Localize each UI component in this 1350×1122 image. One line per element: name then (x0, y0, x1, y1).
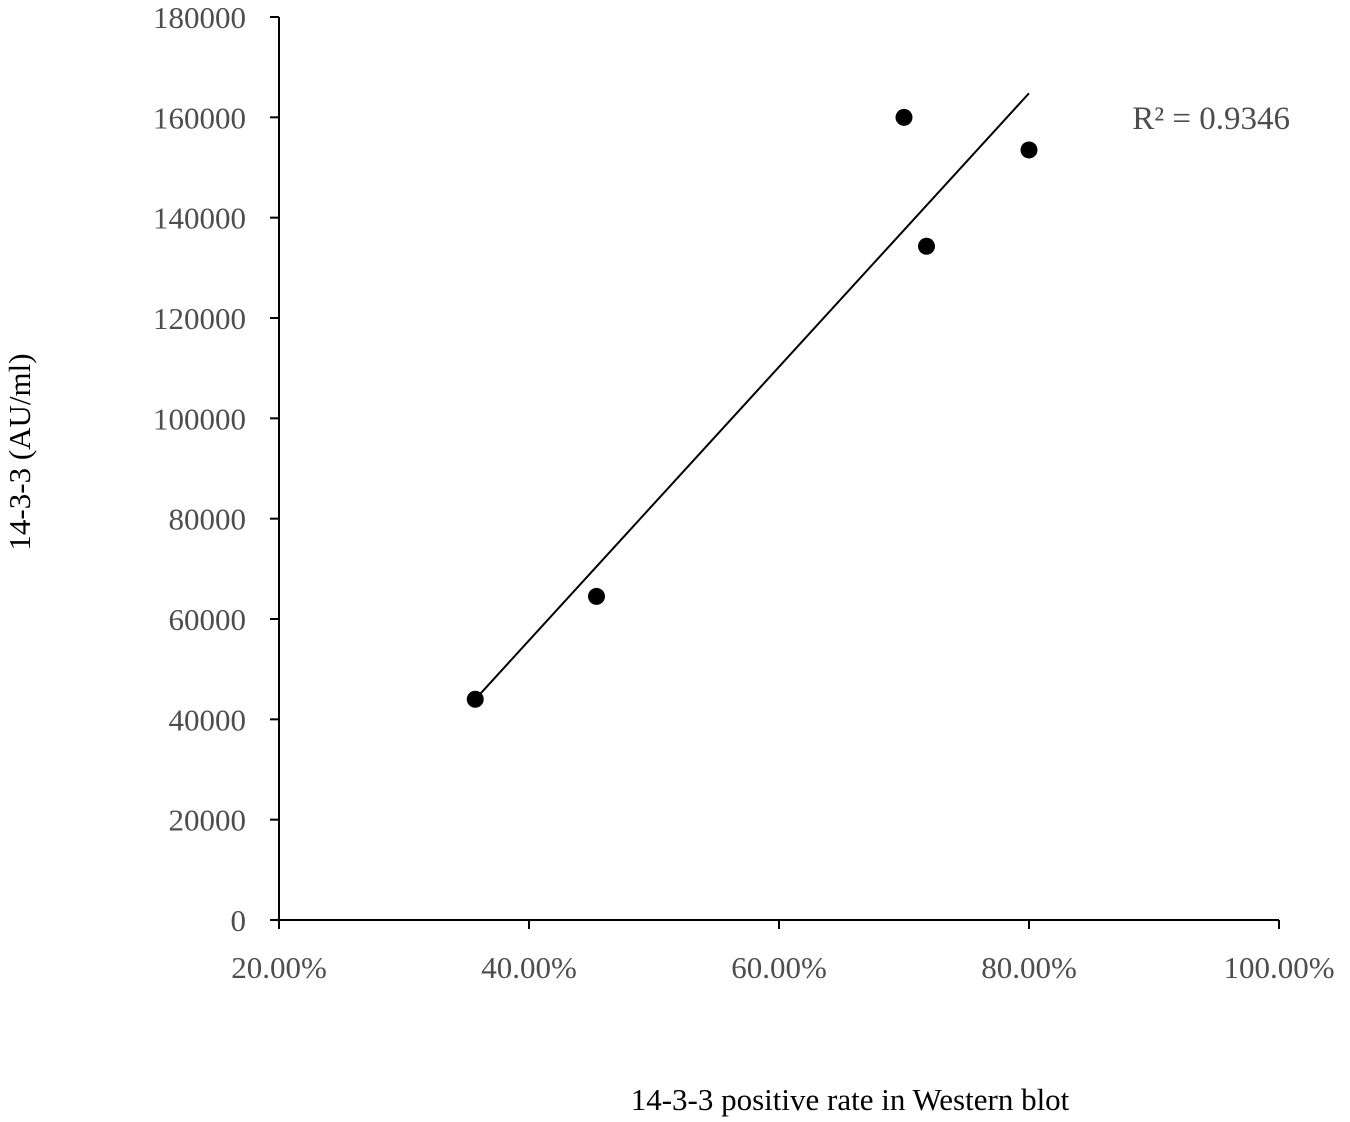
y-axis-ticks: 0 20000 40000 60000 80000 100000 120000 140000 1… (153, 0, 279, 938)
data-point (466, 690, 484, 708)
x-tick-label: 60.00% (731, 950, 827, 985)
data-points (466, 108, 1038, 708)
y-tick-label: 180000 (153, 0, 246, 35)
data-point (588, 587, 605, 605)
y-axis-title: 14-3-3 (AU/ml) (2, 353, 37, 550)
data-point (1020, 141, 1038, 159)
x-axis-ticks: 20.00% 40.00% 60.00% 80.00% 100.00% (231, 920, 1335, 985)
r-squared-label: R² = 0.9346 (1132, 101, 1290, 137)
y-tick-label: 160000 (153, 100, 246, 135)
x-tick-label: 40.00% (481, 950, 577, 985)
y-tick-label: 0 (231, 903, 247, 938)
trendline (474, 92, 1030, 700)
y-tick-label: 80000 (169, 502, 247, 537)
trendline-group (474, 92, 1030, 700)
y-tick-label: 100000 (153, 401, 246, 436)
x-tick-label: 20.00% (231, 950, 327, 985)
y-tick-label: 120000 (153, 301, 246, 336)
y-tick-label: 40000 (169, 702, 247, 737)
x-tick-label: 80.00% (981, 950, 1077, 985)
y-tick-label: 140000 (153, 201, 246, 236)
y-tick-label: 20000 (169, 803, 247, 838)
x-axis-title: 14-3-3 positive rate in Western blot (631, 1082, 1070, 1117)
x-tick-label: 100.00% (1223, 950, 1334, 985)
data-point (918, 237, 935, 255)
data-point (895, 108, 913, 126)
y-tick-label: 60000 (169, 602, 247, 637)
axes (278, 17, 1279, 921)
